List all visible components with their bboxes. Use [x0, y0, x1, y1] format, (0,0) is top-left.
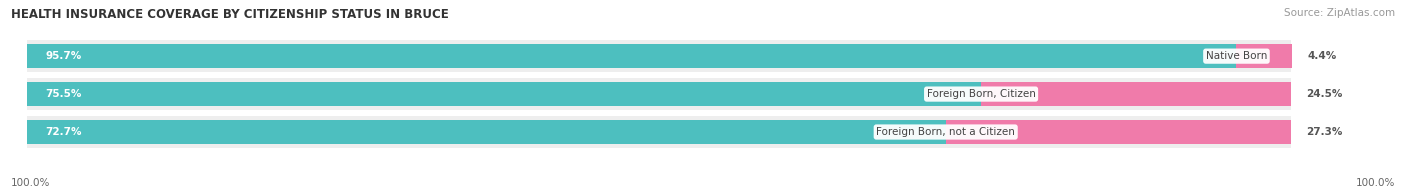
Text: 4.4%: 4.4%	[1308, 51, 1337, 61]
Bar	[27, 40, 1291, 72]
Text: 95.7%: 95.7%	[45, 51, 82, 61]
Text: 27.3%: 27.3%	[1306, 127, 1343, 137]
Text: 24.5%: 24.5%	[1306, 89, 1343, 99]
Text: 100.0%: 100.0%	[1355, 178, 1395, 188]
Bar	[1236, 44, 1292, 68]
Bar	[27, 44, 1236, 68]
Bar	[27, 116, 1291, 148]
Bar	[946, 120, 1291, 144]
Text: 100.0%: 100.0%	[11, 178, 51, 188]
Text: Foreign Born, Citizen: Foreign Born, Citizen	[927, 89, 1036, 99]
Text: 72.7%: 72.7%	[45, 127, 82, 137]
Bar	[27, 120, 946, 144]
Bar	[27, 82, 981, 106]
Text: Native Born: Native Born	[1206, 51, 1267, 61]
Text: Source: ZipAtlas.com: Source: ZipAtlas.com	[1284, 8, 1395, 18]
Bar	[981, 82, 1291, 106]
Text: Foreign Born, not a Citizen: Foreign Born, not a Citizen	[876, 127, 1015, 137]
Bar	[27, 78, 1291, 110]
Text: 75.5%: 75.5%	[45, 89, 82, 99]
Text: HEALTH INSURANCE COVERAGE BY CITIZENSHIP STATUS IN BRUCE: HEALTH INSURANCE COVERAGE BY CITIZENSHIP…	[11, 8, 449, 21]
